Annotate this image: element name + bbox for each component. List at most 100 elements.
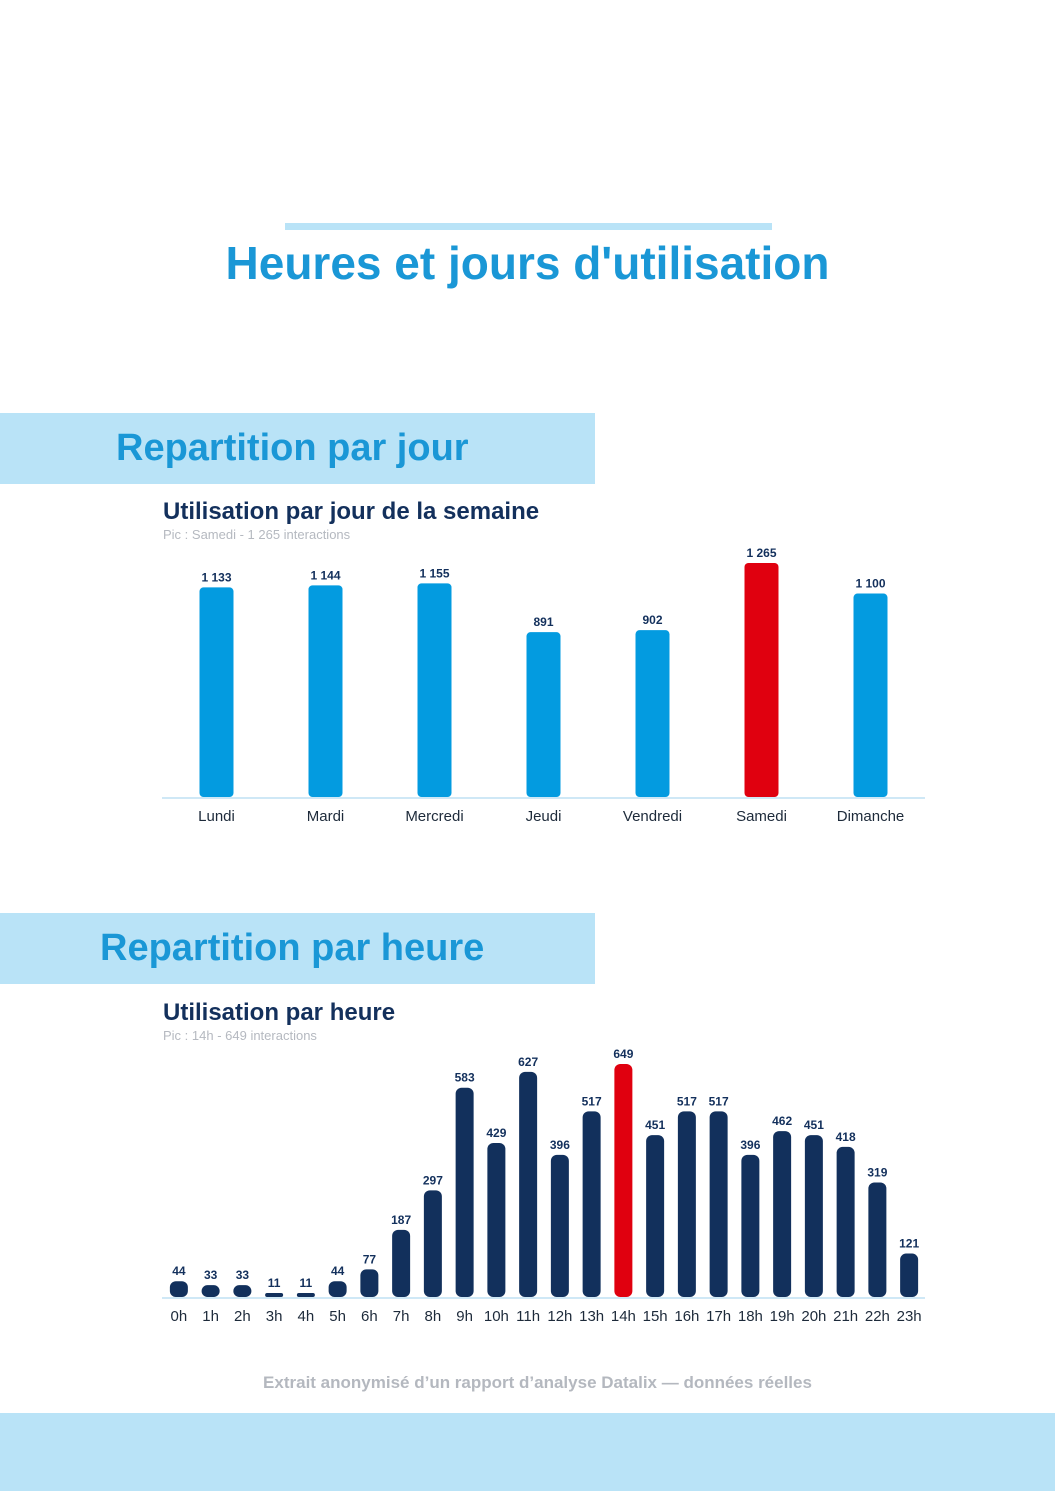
bar-Mardi [308,585,343,797]
value-label: 11 [268,1276,281,1290]
bar-12h [550,1154,569,1297]
category-label: Jeudi [526,808,562,825]
bar-14h [614,1064,633,1297]
category-label: Vendredi [623,808,682,825]
value-label: 418 [836,1130,856,1144]
value-label: 44 [331,1264,345,1278]
title-rule [285,223,772,230]
value-label: 429 [486,1126,506,1140]
bar-9h [455,1087,474,1297]
category-label: 4h [298,1308,315,1325]
bar-3h [265,1293,284,1297]
bar-Jeudi [526,632,561,797]
category-label: 5h [329,1308,346,1325]
value-label: 451 [645,1118,665,1132]
category-label: 23h [897,1308,922,1325]
value-label: 462 [772,1114,792,1128]
category-label: 16h [674,1308,699,1325]
value-label: 902 [642,613,662,627]
category-label: 19h [770,1308,795,1325]
value-label: 1 144 [310,568,340,582]
value-label: 396 [550,1138,570,1152]
footer-band [0,1413,1055,1491]
bar-Dimanche [853,593,888,797]
bar-16h [677,1111,696,1297]
bar-23h [900,1253,919,1297]
hour-chart-title: Utilisation par heure [163,999,396,1026]
value-label: 44 [172,1264,186,1278]
value-label: 1 100 [855,577,885,591]
value-label: 319 [867,1165,887,1179]
category-label: 21h [833,1308,858,1325]
section-band-day: Repartition par jour [0,413,595,484]
value-label: 33 [204,1268,218,1282]
day-chart-title: Utilisation par jour de la semaine [163,498,540,525]
category-label: 7h [393,1308,410,1325]
bar-Lundi [199,587,234,797]
value-label: 11 [300,1276,313,1290]
value-label: 33 [236,1268,250,1282]
category-label: 6h [361,1308,378,1325]
bar-5h [328,1281,347,1297]
category-label: 2h [234,1308,251,1325]
day-chart: 1 133 Lundi 1 144 Mardi 1 155 Mercredi 891 Jeud… [162,546,925,825]
category-label: 10h [484,1308,509,1325]
category-label: 22h [865,1308,890,1325]
category-label: 12h [547,1308,572,1325]
category-label: Mardi [307,808,345,825]
page-title: Heures et jours d'utilisation [225,237,830,289]
value-label: 1 133 [201,570,231,584]
category-label: 13h [579,1308,604,1325]
bar-18h [741,1154,760,1297]
value-label: 649 [613,1047,633,1061]
bar-22h [868,1182,887,1297]
hour-chart: 44 0h 33 1h 33 2h 11 3h 11 4h 44 5h 77 6h 187 7h 297 8h 58… [162,1047,925,1325]
bar-1h [201,1285,220,1297]
value-label: 1 265 [746,546,776,560]
day-chart-subtitle: Pic : Samedi - 1 265 interactions [163,527,351,542]
section-heading-day: Repartition par jour [116,427,469,469]
bar-0h [169,1281,188,1297]
category-label: 18h [738,1308,763,1325]
bar-Vendredi [635,630,670,797]
bar-4h [296,1293,315,1297]
bar-10h [487,1142,506,1297]
bar-11h [519,1071,538,1297]
section-band-hour: Repartition par heure [0,913,595,984]
category-label: 15h [643,1308,668,1325]
category-label: 11h [516,1308,540,1325]
value-label: 396 [740,1138,760,1152]
category-label: 1h [202,1308,219,1325]
bar-6h [360,1269,379,1297]
value-label: 627 [518,1055,538,1069]
value-label: 451 [804,1118,824,1132]
footer-note: Extrait anonymisé d’un rapport d’analyse… [263,1373,812,1392]
bar-17h [709,1111,728,1297]
bar-2h [233,1285,252,1297]
section-heading-hour: Repartition par heure [100,927,485,969]
value-label: 121 [899,1237,919,1251]
bar-21h [836,1146,855,1297]
category-label: 14h [611,1308,636,1325]
category-label: 9h [456,1308,473,1325]
bar-8h [423,1190,442,1297]
bar-Samedi [744,563,779,797]
category-label: 3h [266,1308,283,1325]
bar-20h [804,1135,823,1297]
category-label: Mercredi [405,808,463,825]
value-label: 77 [363,1252,377,1266]
category-label: Dimanche [837,808,905,825]
value-label: 187 [391,1213,411,1227]
bar-7h [392,1229,411,1297]
value-label: 891 [533,615,553,629]
category-label: Lundi [198,808,235,825]
bar-13h [582,1111,601,1297]
value-label: 517 [582,1094,602,1108]
category-label: 0h [171,1308,188,1325]
value-label: 297 [423,1173,443,1187]
value-label: 583 [455,1071,475,1085]
category-label: Samedi [736,808,787,825]
category-label: 20h [801,1308,826,1325]
category-label: 17h [706,1308,731,1325]
value-label: 1 155 [419,566,449,580]
